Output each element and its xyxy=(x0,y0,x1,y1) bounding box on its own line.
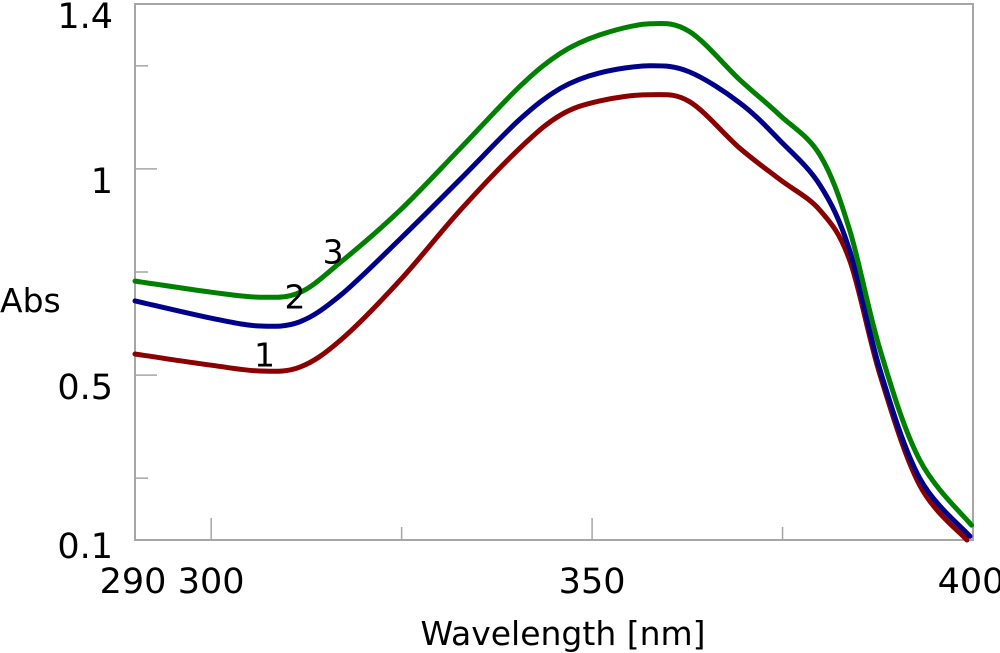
y-tick-label: 1.4 xyxy=(57,0,113,37)
y-tick-label: 0.5 xyxy=(57,368,113,408)
plot-frame-group xyxy=(134,3,974,541)
series-line-3 xyxy=(132,20,974,528)
x-tick-label: 350 xyxy=(559,562,626,602)
ticks-group: 290 300 350 400 0.1 0.5 1 1.4 xyxy=(57,0,1000,602)
series-line-2 xyxy=(132,63,973,539)
series-group xyxy=(132,20,974,543)
curve-label-2: 2 xyxy=(284,278,305,317)
plot-frame xyxy=(134,3,974,541)
x-tick-label: 400 xyxy=(938,562,1000,602)
series-line-1 xyxy=(132,92,970,543)
x-tick-label: 300 xyxy=(178,562,245,602)
y-tick-label: 0.1 xyxy=(57,527,113,567)
x-axis-title: Wavelength [nm] xyxy=(420,614,705,653)
labels-group: 123 xyxy=(254,232,344,374)
x-tick-label: 290 xyxy=(100,562,167,602)
curve-label-3: 3 xyxy=(323,232,344,271)
y-axis-title: Abs xyxy=(0,281,61,320)
curve-label-1: 1 xyxy=(254,335,275,374)
y-tick-label: 1 xyxy=(91,162,113,202)
